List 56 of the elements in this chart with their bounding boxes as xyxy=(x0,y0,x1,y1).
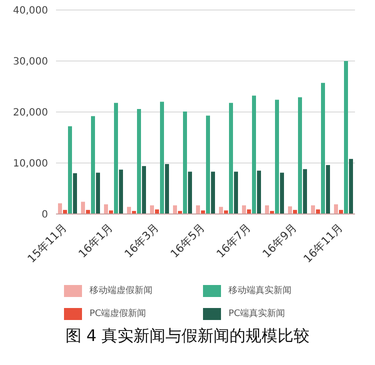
x-tick-label: 16年9月 xyxy=(260,220,300,261)
bar xyxy=(127,206,131,214)
bar xyxy=(321,82,325,214)
bar xyxy=(206,116,210,214)
bar xyxy=(104,204,108,214)
bar xyxy=(252,96,256,214)
bar xyxy=(173,205,177,214)
x-tick-label: 15年11月 xyxy=(25,220,70,266)
bar xyxy=(265,205,269,214)
x-tick-label: 16年7月 xyxy=(214,220,254,261)
bar xyxy=(298,97,302,214)
bar xyxy=(349,158,353,214)
bar xyxy=(344,61,348,214)
bar xyxy=(160,102,164,214)
y-tick-label: 20,000 xyxy=(13,108,48,119)
bar xyxy=(219,206,223,214)
y-tick-label: 30,000 xyxy=(13,56,48,68)
bar xyxy=(280,172,284,214)
bar xyxy=(196,205,200,214)
bar xyxy=(334,204,338,214)
bar xyxy=(311,205,315,214)
bar xyxy=(150,205,154,214)
x-tick-label: 16年1月 xyxy=(76,220,116,261)
y-tick-label: 40,000 xyxy=(13,6,48,17)
bar xyxy=(142,166,146,214)
x-tick-label: 16年5月 xyxy=(168,220,208,261)
bar xyxy=(91,116,95,214)
bar xyxy=(81,202,85,214)
bar xyxy=(96,172,100,214)
y-tick-label: 10,000 xyxy=(13,158,48,170)
bar xyxy=(73,173,77,214)
bar xyxy=(211,172,215,214)
bar xyxy=(242,205,246,214)
bar xyxy=(229,102,233,214)
bar xyxy=(275,100,279,214)
bar xyxy=(303,169,307,214)
bar xyxy=(183,111,187,214)
bar xyxy=(114,102,118,214)
bar xyxy=(326,165,330,214)
legend-label: PC端虚假新闻 xyxy=(90,308,146,320)
x-tick-label: 16年3月 xyxy=(122,220,162,261)
bar xyxy=(137,108,141,214)
legend-label: PC端真实新闻 xyxy=(228,308,286,320)
y-tick-label: 0 xyxy=(42,210,48,221)
legend-label: 移动端真实新闻 xyxy=(228,284,292,297)
bar xyxy=(234,172,238,214)
bar xyxy=(58,203,62,214)
bar xyxy=(257,170,261,214)
legend-label: 移动端虚假新闻 xyxy=(90,284,152,297)
bar xyxy=(188,172,192,214)
bar xyxy=(119,170,123,214)
bar xyxy=(165,164,169,214)
text: 图 4 真实新闻与假新闻的规模比较 xyxy=(64,326,311,347)
x-tick-label: 16年11月 xyxy=(301,220,346,266)
bar xyxy=(288,206,292,214)
bar xyxy=(68,126,72,214)
